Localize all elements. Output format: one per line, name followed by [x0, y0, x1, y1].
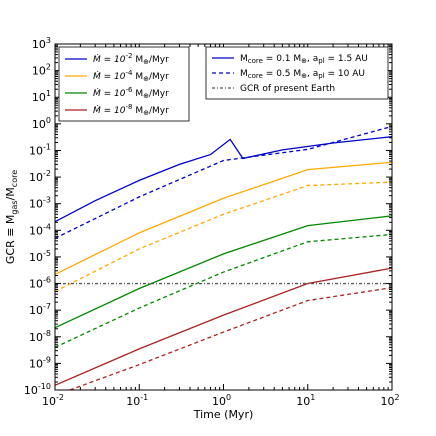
y-tick-label: 10-2: [29, 169, 51, 184]
legend-entry-label: Ṁ = 10-8 M⊕/Myr: [93, 103, 169, 117]
y-tick-label: 10-4: [29, 222, 51, 237]
x-tick-label: 101: [296, 393, 315, 408]
series-line-mdot-4-solid: [55, 161, 392, 276]
y-tick-label: 101: [32, 89, 51, 104]
series-line-mdot-2-solid: [55, 136, 392, 223]
y-axis-title: GCR ≡ Mgas/Mcore: [4, 170, 19, 264]
x-tick-label: 100: [212, 393, 231, 408]
series-line-mdot-8-solid: [55, 267, 392, 386]
y-tick-label: 10-1: [29, 142, 51, 157]
legend-accretion-rate: Ṁ = 10-2 M⊕/Myr Ṁ = 10-4 M⊕/Myr Ṁ = 10-6 M…: [58, 46, 190, 122]
series-line-mdot-6-dashed: [55, 233, 392, 348]
y-tick-label: 10-3: [29, 196, 51, 211]
y-tick-label: 10-5: [29, 249, 51, 264]
legend-entry-label: Mcore = 0.5 M⊕, apl = 10 AU: [240, 69, 365, 80]
x-tick-label: 10-1: [126, 393, 148, 408]
legend-entry-label: Ṁ = 10-4 M⊕/Myr: [93, 69, 169, 83]
x-tick-label: 102: [380, 393, 399, 408]
series-line-mdot-6-solid: [55, 215, 392, 329]
y-tick-label: 102: [32, 63, 51, 78]
x-axis-title: Time (Myr): [193, 408, 254, 421]
series-layer: [55, 125, 392, 390]
legend-core-mass: Mcore = 0.1 M⊕, apl = 1.5 AU Mcore = 0.5 …: [205, 46, 389, 100]
legend-box: [205, 46, 389, 100]
y-tick-label: 10-7: [29, 302, 51, 317]
y-tick-label: 10-8: [29, 329, 51, 344]
y-tick-label: 103: [32, 36, 51, 51]
legend-entry-label: GCR of present Earth: [240, 84, 335, 94]
series-line-mdot-8-dashed: [69, 287, 392, 390]
series-line-mdot-2-dashed: [55, 125, 392, 239]
legend-entry-label: Ṁ = 10-2 M⊕/Myr: [93, 52, 169, 66]
legend-entry-label: Mcore = 0.1 M⊕, apl = 1.5 AU: [240, 54, 368, 65]
ticks-layer: 10-2 10-1 100 101 102 10-10 10-9 10-8 10-7 10-6 10…: [24, 36, 400, 408]
legend-entry-label: Ṁ = 10-6 M⊕/Myr: [93, 86, 169, 100]
y-tick-label: 10-6: [29, 276, 51, 291]
x-tick-label: 10-2: [42, 393, 64, 408]
series-line-mdot-4-dashed: [55, 181, 392, 293]
y-tick-label: 10-10: [24, 382, 51, 397]
y-tick-label: 10-9: [29, 355, 51, 370]
y-tick-label: 100: [32, 116, 51, 131]
